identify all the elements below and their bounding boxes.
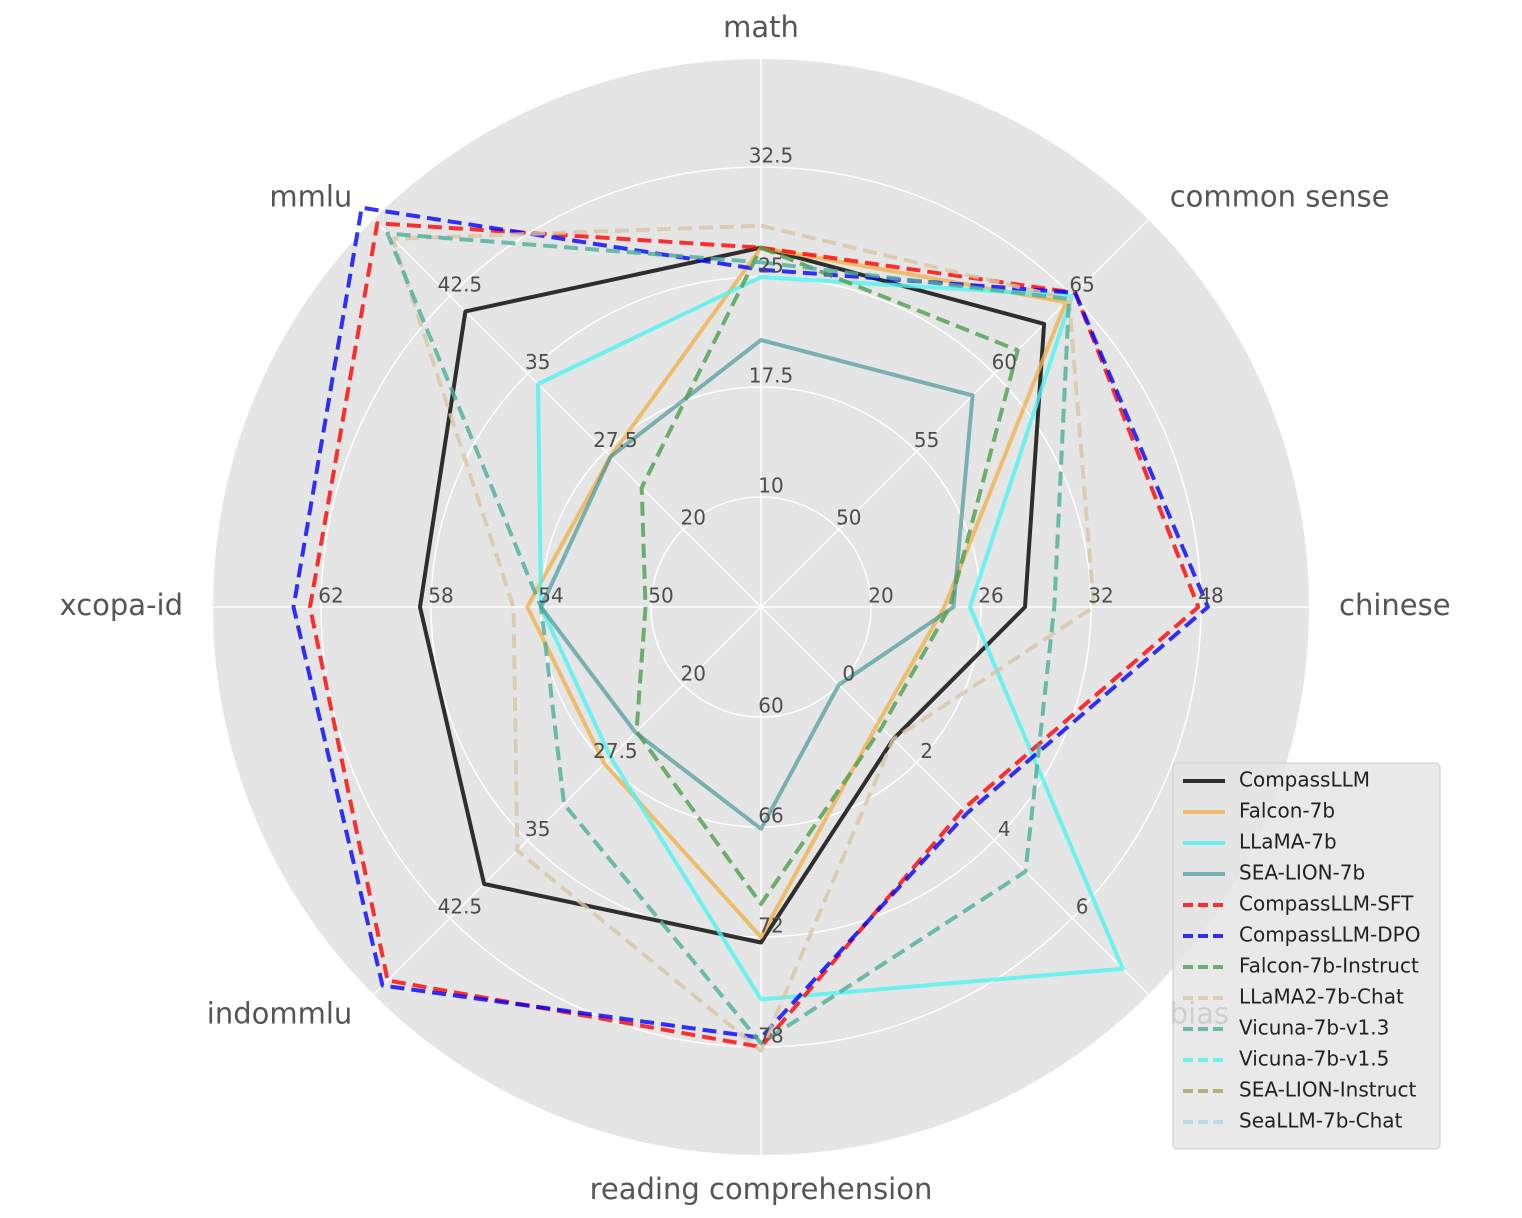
axis-title-xcopa-id: xcopa-id — [60, 588, 183, 622]
legend-label: SEA-LION-Instruct — [1239, 1078, 1416, 1102]
series-line-compassllm-sft — [308, 221, 1201, 1049]
axis-spoke-2 — [760, 218, 1150, 608]
tick-label: 65 — [1069, 272, 1094, 296]
tick-label: 62 — [318, 584, 343, 608]
series-line-compassllm-dpo — [291, 205, 1210, 1040]
tick-label: 72 — [758, 914, 783, 938]
series-line-llama2-7b-chat — [390, 223, 1096, 1053]
legend-label: CompassLLM-DPO — [1239, 923, 1420, 947]
tick-label: 50 — [836, 506, 861, 530]
tick-label: 4 — [998, 817, 1011, 841]
tick-label: 20 — [680, 661, 705, 685]
tick-label: 32.5 — [749, 144, 794, 168]
series-line-sea-lion-7b — [539, 338, 975, 831]
tick-label: 58 — [428, 584, 453, 608]
tick-label: 10 — [758, 474, 783, 498]
legend-label: Vicuna-7b-v1.3 — [1239, 1016, 1389, 1040]
series-line-falcon-7b-instruct — [634, 245, 1020, 906]
series-line-compassllm — [418, 245, 1047, 945]
tick-label: 27.5 — [593, 739, 638, 763]
tick-label: 55 — [914, 428, 939, 452]
legend-label: Falcon-7b — [1239, 799, 1335, 823]
legend-box — [1172, 762, 1441, 1150]
tick-label: 54 — [538, 584, 563, 608]
series-line-falcon-7b — [525, 245, 1068, 939]
legend-label: SEA-LION-7b — [1239, 861, 1365, 885]
series-line-llama-7b — [536, 275, 1125, 1002]
tick-label: 27.5 — [593, 428, 638, 452]
tick-label: 42.5 — [438, 895, 483, 919]
tick-label: 20 — [868, 584, 893, 608]
tick-label: 26 — [978, 584, 1003, 608]
axis-spoke-4 — [760, 606, 1150, 996]
axis-title-mmlu: mmlu — [269, 179, 352, 213]
series-line-vicuna-7b-v1-3 — [385, 231, 1071, 1046]
tick-label: 35 — [525, 350, 550, 374]
series-lines — [291, 205, 1210, 1053]
legend-label: CompassLLM-SFT — [1239, 892, 1414, 916]
legend-label: Vicuna-7b-v1.5 — [1239, 1047, 1389, 1071]
axis-title-indommlu: indommlu — [207, 997, 353, 1031]
tick-label: 42.5 — [438, 272, 483, 296]
tick-label: 66 — [758, 804, 783, 828]
tick-label: 0 — [842, 661, 855, 685]
legend-label: SeaLLM-7b-Chat — [1239, 1109, 1403, 1133]
axis-title-reading-comprehension: reading comprehension — [590, 1172, 933, 1206]
tick-label: 60 — [992, 350, 1017, 374]
legend-label: Falcon-7b-Instruct — [1239, 954, 1419, 978]
axis-title-common-sense: common sense — [1170, 179, 1390, 213]
axis-title-math: math — [723, 10, 799, 44]
tick-label: 2 — [920, 739, 933, 763]
tick-label: 17.5 — [749, 364, 794, 388]
legend-label: LLaMA-7b — [1239, 830, 1337, 854]
tick-label: 35 — [525, 817, 550, 841]
axis-spoke-6 — [372, 606, 762, 996]
axis-title-chinese: chinese — [1339, 588, 1451, 622]
legend: CompassLLM Falcon-7b LLaMA-7b SEA-LION-7b Co… — [1172, 762, 1441, 1150]
legend-label: LLaMA2-7b-Chat — [1239, 985, 1404, 1009]
tick-label: 48 — [1198, 584, 1223, 608]
tick-label: 25 — [758, 254, 783, 278]
tick-label: 50 — [648, 584, 673, 608]
axis-spoke-8 — [372, 218, 762, 608]
tick-label: 60 — [758, 694, 783, 718]
tick-label: 32 — [1088, 584, 1113, 608]
tick-label: 20 — [680, 506, 705, 530]
tick-label: 6 — [1076, 895, 1089, 919]
legend-label: CompassLLM — [1239, 768, 1370, 792]
tick-label: 78 — [758, 1024, 783, 1048]
